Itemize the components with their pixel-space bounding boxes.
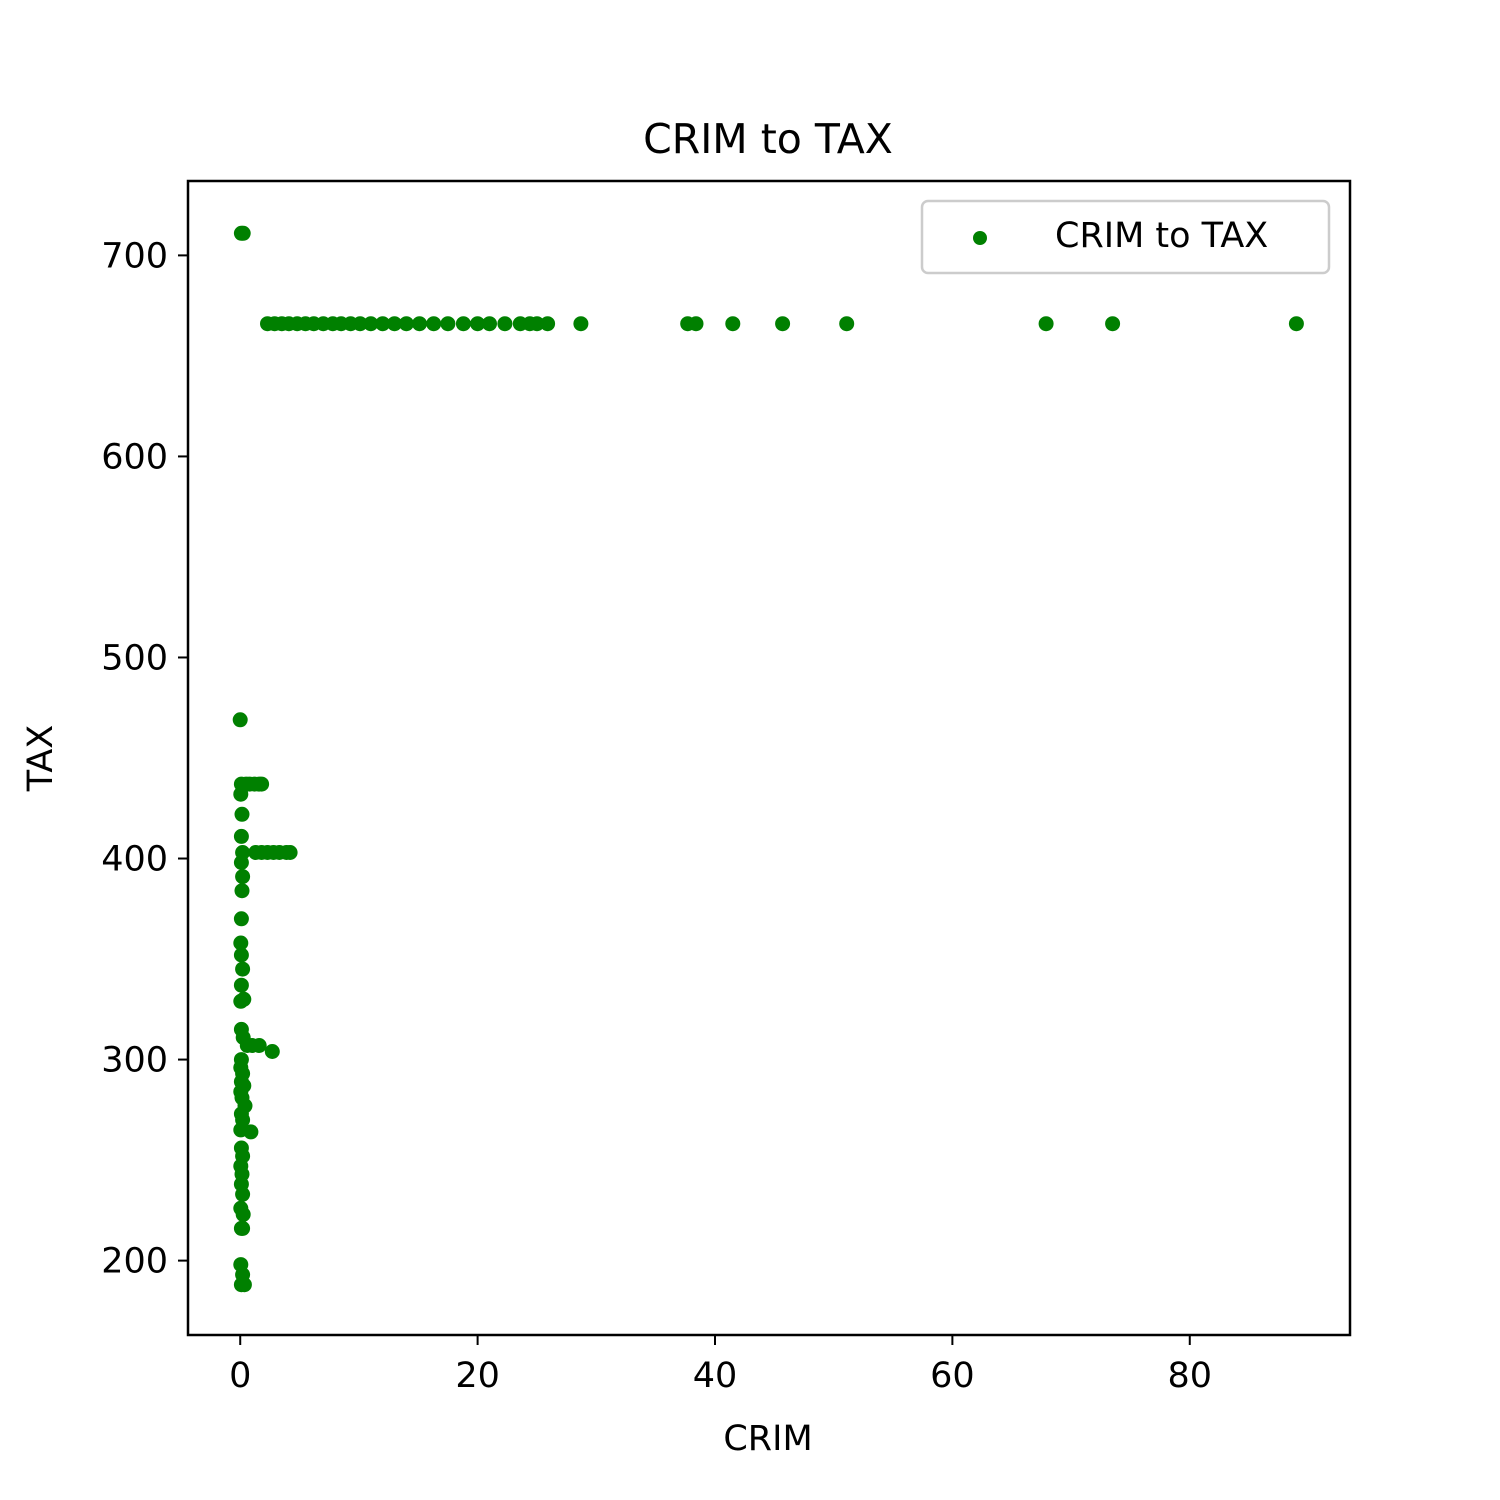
data-point bbox=[455, 316, 471, 332]
y-tick-label: 500 bbox=[101, 638, 168, 678]
data-point bbox=[426, 316, 442, 332]
data-point bbox=[233, 855, 249, 870]
y-tick-label: 200 bbox=[101, 1242, 168, 1282]
data-point bbox=[440, 316, 456, 332]
x-tick-label: 60 bbox=[930, 1356, 975, 1396]
x-tick-label: 0 bbox=[229, 1356, 251, 1396]
data-point bbox=[234, 883, 250, 899]
x-tick-label: 20 bbox=[455, 1356, 500, 1396]
x-tick-label: 80 bbox=[1167, 1356, 1212, 1396]
y-tick-label: 300 bbox=[101, 1041, 168, 1081]
data-point bbox=[573, 316, 589, 332]
data-point bbox=[1105, 316, 1121, 332]
data-point bbox=[482, 316, 497, 332]
legend-marker bbox=[973, 231, 987, 245]
data-point bbox=[387, 316, 402, 332]
data-point bbox=[688, 316, 704, 332]
data-point bbox=[497, 316, 513, 332]
data-point bbox=[470, 316, 486, 332]
x-tick-label: 40 bbox=[693, 1356, 738, 1396]
data-point bbox=[352, 316, 368, 332]
data-point bbox=[540, 316, 556, 332]
data-point bbox=[282, 845, 298, 860]
y-axis-ticks: 200 300 400 500 600 700 bbox=[101, 236, 188, 1282]
y-axis-label: TAX bbox=[21, 725, 61, 793]
x-axis-ticks: 0 20 40 60 80 bbox=[229, 1335, 1212, 1396]
y-tick-label: 700 bbox=[101, 236, 168, 276]
y-tick-label: 600 bbox=[101, 437, 168, 477]
data-point bbox=[1288, 316, 1304, 332]
data-point bbox=[234, 806, 250, 822]
data-point bbox=[243, 1124, 259, 1140]
data-point bbox=[264, 1044, 280, 1059]
legend: CRIM to TAX bbox=[920, 199, 1331, 275]
legend-box bbox=[920, 199, 1331, 275]
data-point bbox=[251, 1038, 267, 1053]
data-point bbox=[398, 316, 414, 332]
data-point bbox=[375, 316, 391, 332]
data-point bbox=[363, 316, 379, 332]
data-point bbox=[235, 225, 251, 241]
data-point bbox=[254, 776, 270, 792]
data-point bbox=[725, 316, 741, 332]
data-point bbox=[233, 935, 249, 951]
data-point bbox=[233, 828, 249, 844]
data-point bbox=[233, 947, 249, 963]
data-point bbox=[775, 316, 791, 332]
data-point bbox=[233, 911, 249, 927]
x-axis-label: CRIM bbox=[723, 1419, 812, 1459]
legend-label: CRIM to TAX bbox=[1055, 216, 1268, 256]
data-point bbox=[233, 786, 249, 802]
data-point bbox=[235, 1220, 251, 1236]
y-tick-label: 400 bbox=[101, 840, 168, 880]
points-layer bbox=[232, 225, 1304, 1293]
data-point bbox=[412, 316, 427, 332]
data-point bbox=[232, 712, 248, 728]
data-point bbox=[236, 1277, 252, 1293]
data-point bbox=[529, 316, 545, 332]
data-point bbox=[233, 977, 249, 993]
data-point bbox=[233, 993, 249, 1009]
data-point bbox=[235, 961, 251, 977]
data-point bbox=[235, 1186, 251, 1202]
chart-title: CRIM to TAX bbox=[643, 115, 893, 163]
data-point bbox=[235, 1206, 251, 1222]
plot-frame bbox=[186, 179, 1352, 1337]
data-point bbox=[1038, 316, 1054, 332]
data-point bbox=[235, 869, 251, 885]
data-point bbox=[839, 316, 855, 332]
